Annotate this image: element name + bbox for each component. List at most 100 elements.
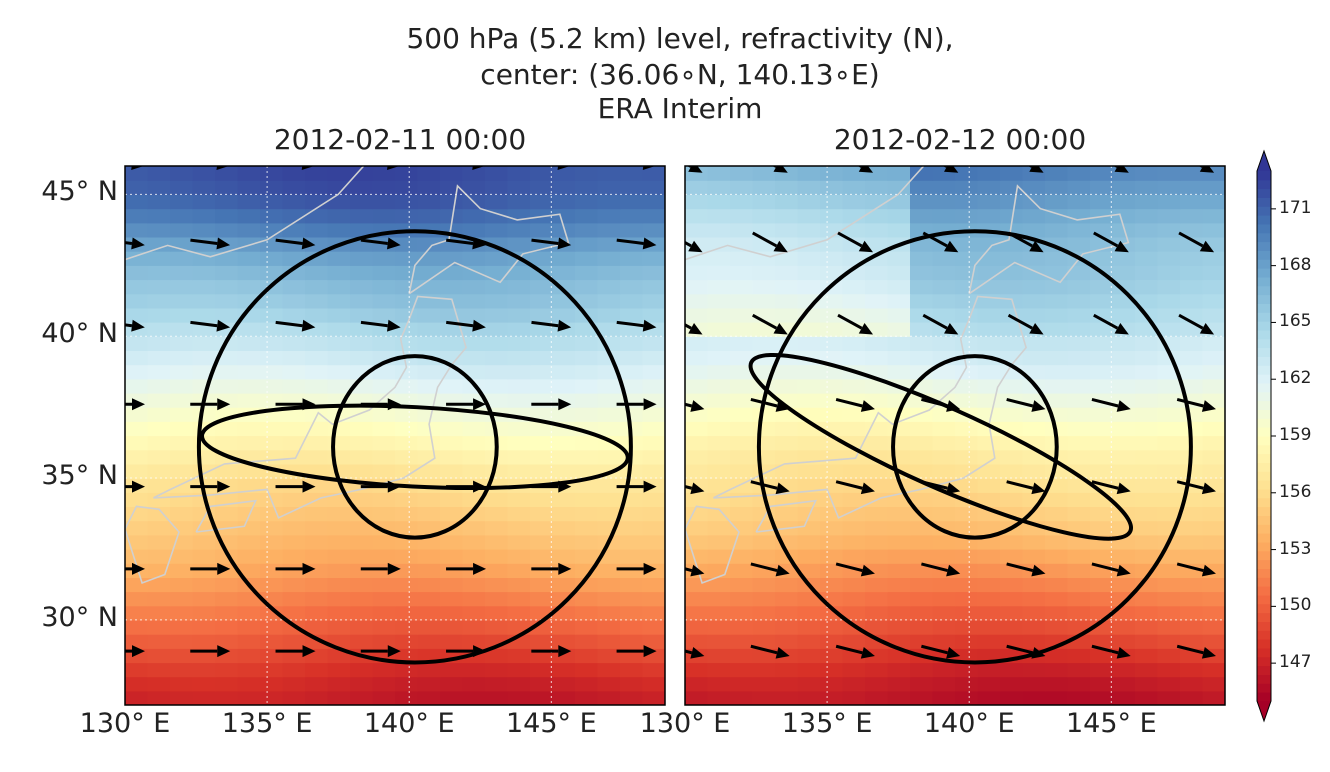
field-cell [170, 449, 194, 465]
field-cell [170, 378, 194, 394]
field-cell [305, 662, 329, 678]
field-cell [485, 378, 509, 394]
field-cell [485, 619, 509, 635]
wind-arrow [616, 645, 657, 658]
field-cell [462, 619, 486, 635]
field-cell [1090, 648, 1114, 664]
field-cell [192, 634, 216, 649]
field-cell [620, 350, 644, 366]
field-cell [642, 549, 665, 564]
outer-circle [196, 229, 633, 665]
field-cell [865, 619, 889, 635]
field-cell [797, 478, 821, 493]
field-cell [552, 690, 576, 705]
field-cell [575, 506, 599, 522]
field-cell [1045, 549, 1069, 564]
field-cell [1202, 619, 1225, 635]
wind-arrow [616, 398, 657, 411]
field-cell [1022, 208, 1046, 224]
field-cell [237, 463, 261, 479]
colorbar-extend-top [1257, 151, 1271, 171]
field-cell [730, 322, 754, 337]
field-cell [977, 166, 1001, 181]
field-cell [865, 251, 889, 266]
field-cell [1090, 222, 1114, 238]
field-cell [1180, 307, 1204, 323]
field-cell [1022, 605, 1046, 621]
field-cell [642, 577, 665, 593]
field-cell [1157, 307, 1181, 323]
field-cell [125, 421, 149, 437]
field-cell [820, 506, 844, 522]
field-cell [1112, 676, 1136, 692]
field-cell [910, 293, 934, 309]
field-cell [642, 336, 665, 351]
field-cell [237, 265, 261, 281]
wind-arrow [360, 319, 401, 332]
field-cell [842, 520, 866, 536]
field-cell [1180, 336, 1204, 351]
field-cell [910, 166, 934, 181]
field-cell [597, 421, 621, 437]
field-cell [395, 251, 419, 266]
field-cell [237, 605, 261, 621]
field-cell [350, 322, 374, 337]
field-cell [125, 293, 149, 309]
field-cell [797, 208, 821, 224]
wind-arrow [1113, 166, 1129, 173]
field-cell [1022, 577, 1046, 593]
field-cell [507, 648, 531, 664]
field-cell [752, 605, 776, 621]
field-cell [1045, 194, 1069, 210]
field-cell [282, 421, 306, 437]
wind-arrow [190, 645, 231, 658]
wind-arrow [752, 313, 788, 335]
field-cell [775, 421, 799, 437]
field-cell [147, 421, 171, 437]
field-cell [147, 222, 171, 238]
field-cell [1180, 534, 1204, 550]
field-cell [977, 378, 1001, 394]
field-cell [597, 619, 621, 635]
field-cell [642, 449, 665, 465]
field-cell [170, 506, 194, 522]
field-cell [417, 520, 441, 536]
field-cell [170, 648, 194, 664]
field-cell [125, 166, 149, 181]
field-cell [977, 591, 1001, 607]
field-cell [1000, 265, 1024, 281]
field-cell [820, 322, 844, 337]
field-cell [887, 676, 911, 692]
field-cell [910, 265, 934, 281]
field-cell [125, 350, 149, 366]
field-cell [887, 577, 911, 593]
field-cell [1180, 463, 1204, 479]
field-cell [395, 407, 419, 422]
field-cell [775, 265, 799, 281]
field-cell [1135, 449, 1159, 465]
field-cell [237, 322, 261, 337]
field-cell [237, 208, 261, 224]
colorbar-segment [1257, 303, 1271, 313]
field-cell [507, 676, 531, 692]
field-cell [842, 378, 866, 394]
field-cell [1067, 563, 1091, 578]
field-cell [642, 350, 665, 366]
field-cell [1157, 506, 1181, 522]
field-cell [192, 563, 216, 578]
field-cell [192, 180, 216, 195]
field-cell [372, 336, 396, 351]
field-cell [977, 577, 1001, 593]
field-cell [910, 208, 934, 224]
field-cell [820, 336, 844, 351]
field-cell [372, 407, 396, 422]
field-cell [932, 605, 956, 621]
field-cell [797, 279, 821, 295]
colorbar-segment [1257, 427, 1271, 437]
field-cell [642, 662, 665, 678]
field-cell [1045, 392, 1069, 408]
field-cell [530, 166, 554, 181]
field-cell [1022, 591, 1046, 607]
field-cell [1000, 605, 1024, 621]
field-cell [1045, 577, 1069, 593]
